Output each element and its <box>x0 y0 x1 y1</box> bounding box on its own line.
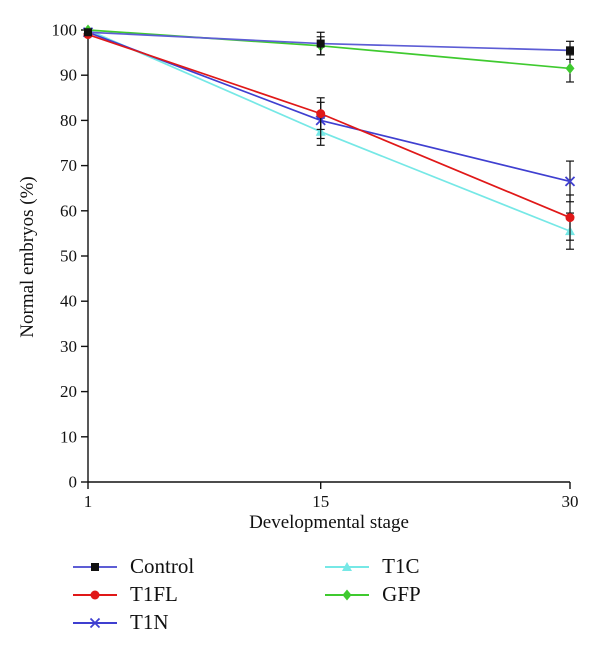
legend-swatch <box>325 561 370 571</box>
axes <box>81 29 571 489</box>
y-tick-label: 50 <box>60 247 77 266</box>
marker-circle <box>90 590 100 599</box>
legend-label: T1FL <box>130 582 178 606</box>
legend-swatch <box>73 562 117 571</box>
series-t1n <box>82 27 576 203</box>
marker-diamond <box>565 62 575 74</box>
marker-square <box>91 562 99 571</box>
y-axis-label: Normal embryos (%) <box>17 176 38 338</box>
legend-label: GFP <box>382 582 421 606</box>
legend-swatch <box>73 590 117 599</box>
legend-item-control: Control <box>72 554 194 579</box>
y-tick-label: 10 <box>60 427 77 446</box>
legend-item-t1fl: T1FL <box>72 582 194 607</box>
marker-x <box>89 617 101 628</box>
marker-diamond <box>342 589 352 600</box>
marker-square <box>566 46 574 55</box>
legend-item-t1n: T1N <box>72 610 194 635</box>
series-line <box>87 31 571 52</box>
y-tick-label: 80 <box>60 111 77 130</box>
y-tick-label: 20 <box>60 382 77 401</box>
legend-column: T1C GFP <box>324 554 421 635</box>
x-tick-label: 1 <box>84 492 93 511</box>
legend-swatch <box>325 589 370 600</box>
x-axis-label: Developmental stage <box>249 512 409 533</box>
x-tick-label: 15 <box>312 492 329 511</box>
series-control <box>84 28 574 60</box>
chart-legend: Control T1FL T1N T1C GFP <box>72 554 421 635</box>
legend-label: T1N <box>130 610 169 634</box>
legend-item-gfp: GFP <box>324 582 421 607</box>
chart-plot-area: 0 10 20 30 40 50 60 70 80 90 100 1 15 30 <box>52 21 579 512</box>
legend-label: Control <box>130 554 195 578</box>
legend-column: Control T1FL T1N <box>72 554 194 635</box>
marker-circle <box>565 213 575 223</box>
series-gfp <box>83 24 575 83</box>
y-tick-label: 100 <box>52 21 78 40</box>
y-tick-label: 70 <box>60 156 77 175</box>
marker-square <box>84 28 92 37</box>
legend-item-t1c: T1C <box>324 554 421 579</box>
y-tick-label: 60 <box>60 201 77 220</box>
y-tick-label: 0 <box>69 473 78 492</box>
marker-x <box>564 176 576 187</box>
series-line <box>87 31 571 183</box>
y-tick-label: 40 <box>60 292 77 311</box>
legend-label: T1C <box>382 554 420 578</box>
x-tick-label: 30 <box>562 492 579 511</box>
marker-triangle <box>342 561 353 571</box>
y-tick-label: 30 <box>60 337 77 356</box>
y-tick-label: 90 <box>60 66 77 85</box>
marker-square <box>316 39 325 48</box>
marker-circle <box>316 109 326 119</box>
legend-swatch <box>73 617 117 628</box>
